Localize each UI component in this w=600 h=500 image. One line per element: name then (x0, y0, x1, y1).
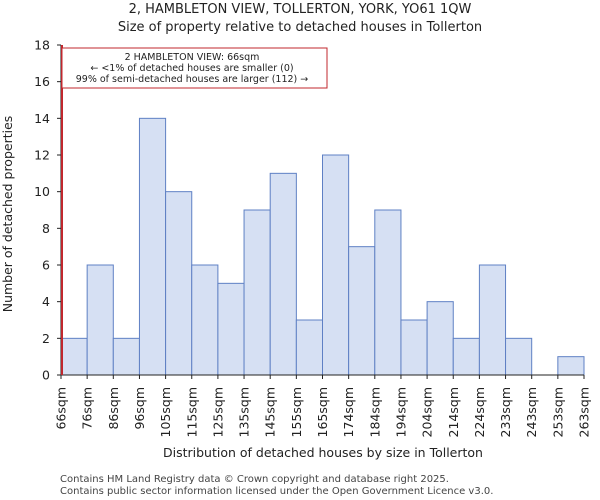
annotation-frame (61, 47, 328, 89)
x-tick-label: 96sqm (132, 387, 147, 430)
y-tick-label: 4 (42, 294, 50, 309)
x-tick-label: 263sqm (577, 387, 592, 437)
bar-135sqm (243, 209, 271, 376)
x-tick-label: 224sqm (472, 387, 487, 437)
x-tick-label: 233sqm (498, 387, 513, 437)
y-tick-label: 6 (42, 258, 50, 273)
bar-204sqm (426, 301, 454, 376)
bar-66sqm (60, 337, 88, 376)
x-tick-label: 243sqm (524, 387, 539, 437)
x-tick-label: 214sqm (446, 387, 461, 437)
x-tick-label: 184sqm (367, 387, 382, 437)
bar-174sqm (348, 246, 376, 376)
y-tick-label: 10 (34, 184, 50, 199)
annotation-line-1: 2 HAMBLETON VIEW: 66sqm (125, 52, 260, 63)
bar-194sqm (400, 319, 428, 376)
x-tick-label: 165sqm (315, 387, 330, 437)
y-tick-label: 8 (42, 221, 50, 236)
y-tick-label: 14 (34, 111, 50, 126)
bar-145sqm (269, 172, 297, 376)
y-tick-label: 16 (34, 74, 50, 89)
bar-125sqm (217, 282, 245, 376)
x-tick-label: 194sqm (393, 387, 408, 437)
bar-115sqm (191, 264, 219, 376)
y-axis-label: Number of detached properties (0, 116, 15, 313)
x-tick-label: 155sqm (289, 387, 304, 437)
bar-105sqm (165, 191, 193, 376)
x-tick-label: 86sqm (106, 387, 121, 430)
annotation-box: 2 HAMBLETON VIEW: 66sqm ← <1% of detache… (61, 47, 328, 89)
x-tick-label: 66sqm (54, 387, 69, 430)
annotation-line-2: ← <1% of detached houses are smaller (0) (90, 63, 293, 74)
bar-184sqm (374, 209, 402, 376)
y-tick-label: 0 (42, 368, 50, 383)
chart-title: 2, HAMBLETON VIEW, TOLLERTON, YORK, YO61… (129, 2, 472, 17)
footer-line-2: Contains public sector information licen… (60, 486, 493, 497)
x-tick-label: 145sqm (263, 387, 278, 437)
y-tick-label: 12 (34, 148, 50, 163)
y-tick-label: 2 (42, 331, 50, 346)
bar-214sqm (452, 337, 480, 376)
x-tick-label: 76sqm (80, 387, 95, 430)
y-tick-label: 18 (34, 38, 50, 53)
x-tick-label: 135sqm (237, 387, 252, 437)
x-ticks: 66sqm 76sqm 86sqm 96sqm 105sqm 115sqm 125sqm 13… (54, 375, 592, 437)
x-tick-label: 253sqm (550, 387, 565, 437)
bar-155sqm (295, 319, 324, 376)
bar-233sqm (505, 337, 533, 376)
bar-253sqm (557, 356, 585, 376)
x-tick-label: 174sqm (341, 387, 356, 437)
bar-165sqm (322, 154, 350, 376)
annotation-line-3: 99% of semi-detached houses are larger (… (76, 74, 309, 85)
bar-96sqm (138, 117, 167, 376)
y-ticks: 0 2 4 6 8 10 12 14 16 18 (34, 38, 61, 383)
x-tick-label: 204sqm (420, 387, 435, 437)
bar-76sqm (86, 264, 114, 376)
x-tick-label: 115sqm (184, 387, 199, 437)
x-tick-label: 105sqm (158, 387, 173, 437)
chart-subtitle: Size of property relative to detached ho… (118, 20, 482, 35)
footer-line-1: Contains HM Land Registry data © Crown c… (60, 474, 449, 485)
bars-group (60, 117, 585, 376)
bar-86sqm (112, 337, 140, 376)
x-axis-label: Distribution of detached houses by size … (163, 445, 483, 460)
bar-224sqm (478, 264, 507, 376)
x-tick-label: 125sqm (210, 387, 225, 437)
